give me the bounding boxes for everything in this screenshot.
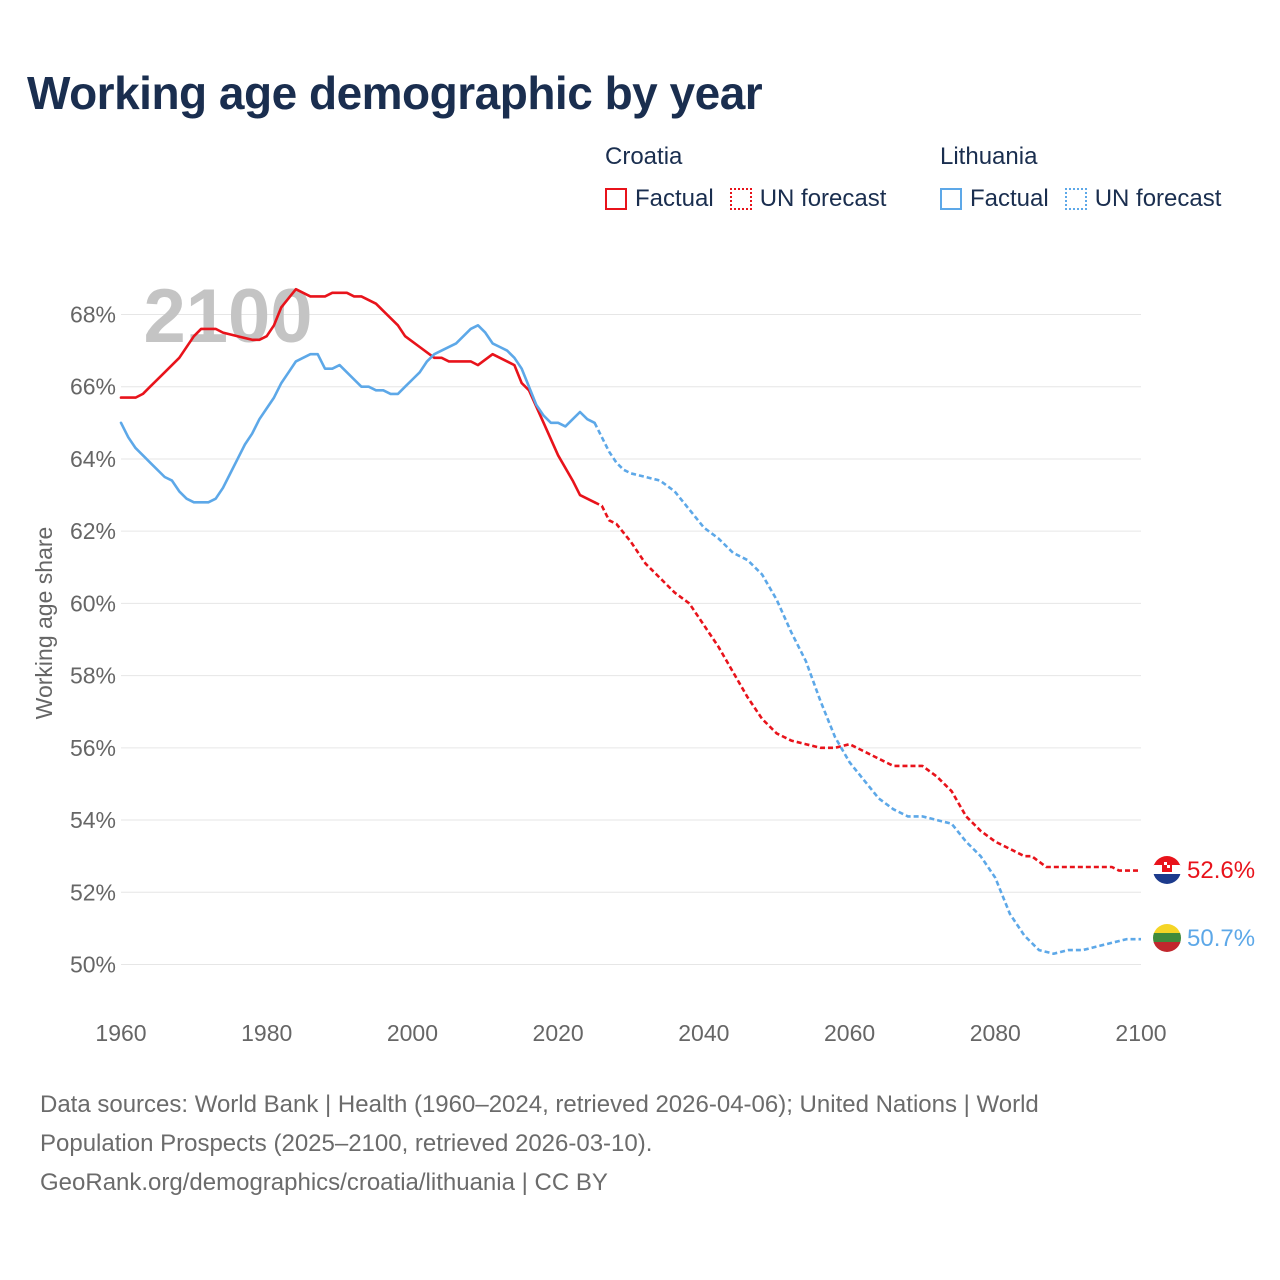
- lithuania-factual-line[interactable]: [119, 323, 596, 504]
- line-chart: 2100 50% 52% 54% 56% 58% 60% 62% 64% 66% 68% 1960…: [31, 274, 1255, 1046]
- source-link[interactable]: GeoRank.org/demographics/croatia/lithuan…: [40, 1169, 608, 1196]
- y-tick-label: 50%: [70, 952, 116, 978]
- legend-group-lithuania: Lithuania Factual UN forecast: [940, 143, 1237, 213]
- croatia-flag-icon: [1153, 856, 1181, 884]
- x-tick-label: 2060: [824, 1020, 875, 1046]
- series-croatia: [119, 287, 1141, 872]
- y-tick-label: 54%: [70, 807, 116, 833]
- x-tick-label: 2100: [1115, 1020, 1166, 1046]
- legend-group-croatia-name: Croatia: [605, 143, 683, 170]
- croatia-factual-line[interactable]: [119, 287, 596, 504]
- legend-croatia-forecast-swatch: [729, 188, 752, 210]
- y-tick-label: 56%: [70, 735, 116, 761]
- x-tick-label: 2080: [970, 1020, 1021, 1046]
- legend-croatia-forecast-label: UN forecast: [759, 185, 887, 212]
- chart-title: Working age demographic by year: [27, 67, 763, 119]
- y-tick-label: 64%: [70, 446, 116, 472]
- source-line-1: Data sources: World Bank | Health (1960–…: [40, 1091, 1039, 1118]
- x-tick-label: 1980: [241, 1020, 292, 1046]
- legend-lithuania-forecast[interactable]: UN forecast: [1064, 185, 1222, 213]
- legend-lithuania-factual-swatch: [940, 188, 962, 210]
- y-tick-label: 66%: [70, 374, 116, 400]
- legend-lithuania-factual[interactable]: Factual: [940, 185, 1049, 213]
- legend-croatia-factual-swatch: [605, 188, 627, 210]
- y-tick-label: 62%: [70, 518, 116, 544]
- legend-group-croatia: Croatia Factual UN forecast: [605, 143, 902, 213]
- x-tick-label: 2000: [387, 1020, 438, 1046]
- y-tick-label: 52%: [70, 879, 116, 905]
- source-line-2: Population Prospects (2025–2100, retriev…: [40, 1130, 653, 1157]
- y-tick-label: 58%: [70, 663, 116, 689]
- croatia-forecast-line[interactable]: [594, 501, 1141, 872]
- source-note: Data sources: World Bank | Health (1960–…: [40, 1085, 1240, 1202]
- legend-lithuania-forecast-swatch: [1064, 188, 1087, 210]
- series-layer: [119, 287, 1141, 956]
- legend-group-lithuania-name: Lithuania: [940, 143, 1038, 170]
- x-tick-label: 2020: [533, 1020, 584, 1046]
- y-tick-label: 68%: [70, 302, 116, 328]
- legend-croatia-factual[interactable]: Factual: [605, 185, 714, 213]
- lithuania-forecast-line[interactable]: [593, 422, 1141, 956]
- x-axis-ticks: 1960 1980 2000 2020 2040 2060 2080 2100: [95, 1020, 1166, 1046]
- lithuania-end-label: 50.7%: [1187, 925, 1255, 952]
- x-tick-label: 1960: [95, 1020, 146, 1046]
- croatia-end-label: 52.6%: [1187, 857, 1255, 884]
- series-lithuania: [119, 323, 1141, 956]
- year-watermark: 2100: [143, 274, 312, 359]
- gridlines: [121, 314, 1141, 965]
- y-tick-label: 60%: [70, 590, 116, 616]
- legend-croatia-factual-label: Factual: [635, 185, 714, 212]
- y-axis-label: Working age share: [31, 527, 57, 720]
- legend-croatia-forecast[interactable]: UN forecast: [729, 185, 887, 213]
- y-axis-ticks: 50% 52% 54% 56% 58% 60% 62% 64% 66% 68%: [70, 302, 116, 978]
- legend-lithuania-factual-label: Factual: [970, 185, 1049, 212]
- lithuania-flag-icon: [1153, 924, 1181, 952]
- x-tick-label: 2040: [678, 1020, 729, 1046]
- legend-lithuania-forecast-label: UN forecast: [1094, 185, 1222, 212]
